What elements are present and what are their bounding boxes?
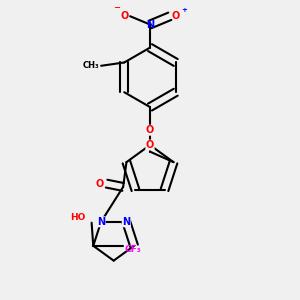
Text: −: −	[113, 4, 121, 13]
Text: O: O	[146, 140, 154, 150]
Text: N: N	[146, 20, 154, 29]
Text: +: +	[182, 7, 188, 13]
Text: CH₃: CH₃	[83, 61, 100, 70]
Text: HO: HO	[70, 213, 85, 222]
Text: N: N	[97, 217, 105, 227]
Text: O: O	[172, 11, 180, 21]
Text: N: N	[122, 217, 130, 227]
Text: O: O	[96, 178, 104, 189]
Text: O: O	[120, 11, 128, 21]
Text: O: O	[146, 125, 154, 135]
Text: CF₃: CF₃	[124, 244, 141, 253]
